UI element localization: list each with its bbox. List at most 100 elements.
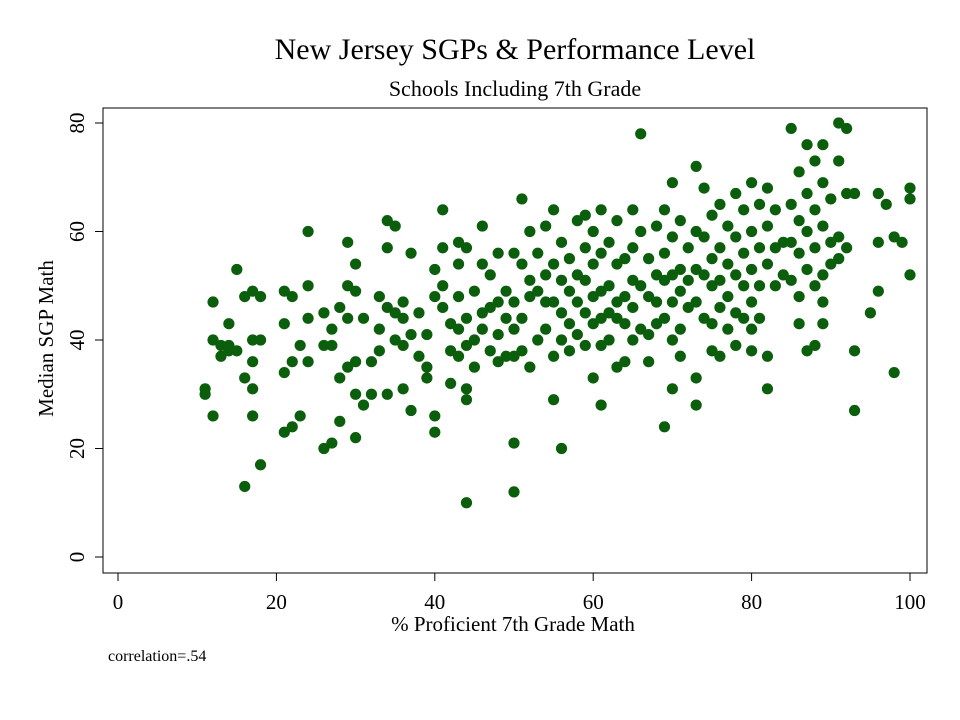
chart-subtitle: Schools Including 7th Grade xyxy=(388,76,642,101)
data-point xyxy=(389,220,401,232)
data-point xyxy=(492,296,504,308)
data-point xyxy=(231,345,243,357)
data-point xyxy=(635,128,647,140)
data-point xyxy=(864,307,877,319)
data-point xyxy=(793,166,805,178)
data-point xyxy=(318,442,330,455)
data-point xyxy=(635,280,647,292)
data-point xyxy=(302,225,314,238)
data-point xyxy=(508,296,520,308)
data-point xyxy=(611,312,623,324)
data-point xyxy=(587,318,599,330)
data-point xyxy=(698,269,710,281)
data-point xyxy=(587,372,599,384)
data-point xyxy=(571,215,583,227)
x-tick-label: 60 xyxy=(583,590,604,614)
data-point xyxy=(682,301,694,314)
data-point xyxy=(555,334,568,346)
data-point xyxy=(540,269,552,281)
data-point xyxy=(666,177,679,189)
data-point xyxy=(880,198,892,210)
data-point xyxy=(746,323,758,335)
data-point xyxy=(476,258,488,270)
data-point xyxy=(643,328,655,341)
data-point xyxy=(215,350,227,362)
data-point xyxy=(524,225,536,238)
data-point xyxy=(405,404,417,417)
data-point xyxy=(326,437,338,449)
data-point xyxy=(460,312,473,324)
data-point xyxy=(738,247,750,259)
data-point xyxy=(761,258,774,270)
data-point xyxy=(555,236,568,248)
data-point xyxy=(294,339,306,352)
data-point xyxy=(579,274,591,286)
data-point xyxy=(690,160,702,172)
data-point xyxy=(643,356,655,368)
data-point xyxy=(706,209,718,221)
data-point xyxy=(650,318,663,330)
data-point xyxy=(738,204,750,216)
data-point xyxy=(619,291,631,303)
data-point xyxy=(357,312,370,324)
data-point xyxy=(809,204,821,216)
data-point xyxy=(247,285,259,297)
y-axis-label: Median SGP Math xyxy=(34,260,58,417)
data-point xyxy=(746,345,758,357)
data-point xyxy=(848,187,861,200)
data-point xyxy=(342,280,354,292)
data-point xyxy=(540,220,552,232)
data-point xyxy=(785,274,797,286)
data-point xyxy=(714,274,726,286)
data-point xyxy=(801,139,813,151)
data-point xyxy=(540,323,552,335)
data-point xyxy=(595,339,607,352)
data-point xyxy=(848,345,861,357)
data-point xyxy=(278,366,290,379)
data-point xyxy=(437,301,449,314)
data-point xyxy=(532,247,544,259)
data-point xyxy=(722,323,734,335)
data-point xyxy=(397,296,409,308)
data-point xyxy=(460,394,473,406)
data-point xyxy=(801,263,813,276)
data-point xyxy=(389,334,401,346)
data-point xyxy=(603,307,615,319)
data-point xyxy=(888,366,900,379)
data-point xyxy=(809,339,821,352)
data-point xyxy=(785,198,797,210)
data-point xyxy=(452,236,465,248)
data-point xyxy=(595,312,607,324)
data-point xyxy=(278,318,290,330)
data-point xyxy=(421,361,433,373)
data-point xyxy=(825,236,837,248)
data-point xyxy=(595,285,607,297)
data-point xyxy=(801,345,813,357)
data-point xyxy=(619,356,631,368)
data-point xyxy=(714,301,726,314)
data-point xyxy=(437,280,449,292)
data-point xyxy=(746,177,758,189)
data-point xyxy=(571,296,583,308)
data-point xyxy=(753,280,766,292)
data-point xyxy=(516,258,528,270)
data-point xyxy=(595,399,607,411)
data-point xyxy=(286,356,298,368)
data-point xyxy=(579,307,591,319)
data-point xyxy=(350,356,362,368)
data-point xyxy=(524,361,536,373)
data-point xyxy=(405,247,417,259)
data-point xyxy=(373,291,385,303)
data-point xyxy=(658,274,671,286)
data-point xyxy=(484,269,496,281)
data-point xyxy=(595,204,607,216)
data-point xyxy=(841,242,853,254)
data-point xyxy=(460,242,473,254)
data-point xyxy=(508,437,520,449)
y-tick-label: 0 xyxy=(65,552,89,563)
data-point xyxy=(611,258,623,270)
data-point xyxy=(753,198,766,210)
data-point xyxy=(706,280,718,292)
data-point xyxy=(833,253,845,265)
data-point xyxy=(421,372,433,384)
